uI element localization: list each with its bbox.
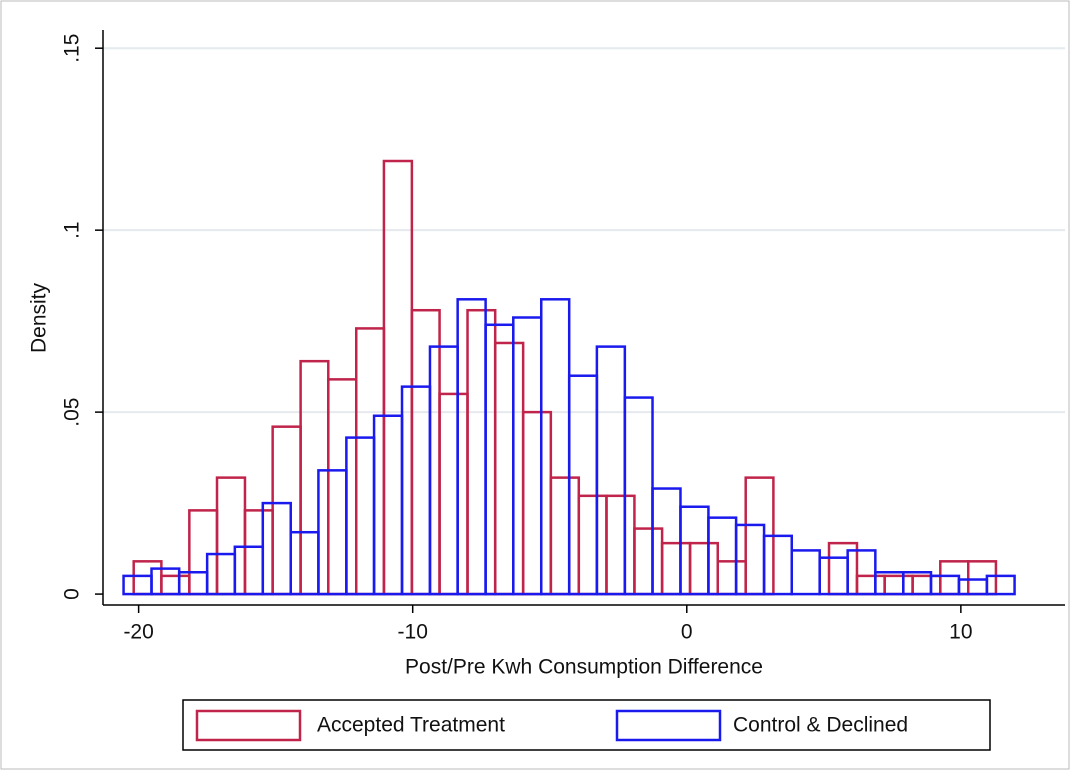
y-tick-label: .15: [61, 34, 84, 63]
x-tick-label: 10: [949, 621, 972, 644]
x-tick-label: 0: [681, 621, 693, 644]
x-axis-label: Post/Pre Kwh Consumption Difference: [405, 656, 763, 679]
y-axis-label: Density: [28, 282, 51, 353]
y-tick-label: 0: [61, 588, 84, 600]
legend-box: [182, 699, 991, 751]
histogram-bar: [985, 574, 1016, 596]
y-tick-label: .05: [61, 398, 84, 427]
legend-label: Accepted Treatment: [317, 714, 505, 737]
x-tick-label: -10: [398, 621, 428, 644]
legend-swatch: [615, 709, 722, 742]
legend-swatch: [195, 709, 302, 742]
legend-label: Control & Declined: [733, 714, 908, 737]
y-tick-label: .1: [61, 221, 84, 239]
x-tick-label: -20: [123, 621, 153, 644]
